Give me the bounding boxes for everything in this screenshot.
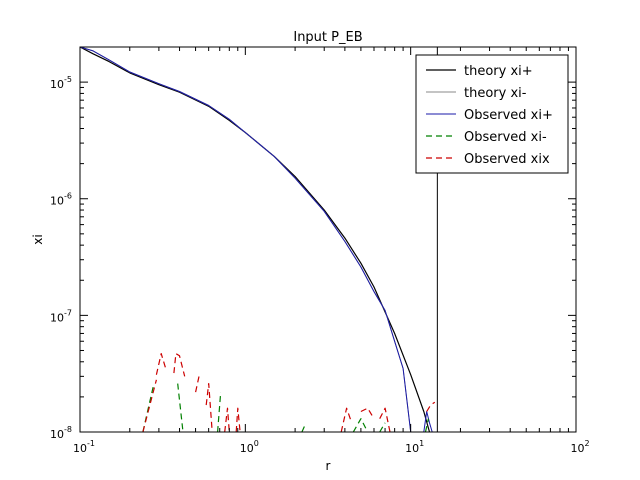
series-4-segment-6 xyxy=(235,407,241,432)
series-4-segment-0 xyxy=(142,379,157,432)
legend-entry-label: theory xi- xyxy=(464,86,527,101)
series-2-segment-0 xyxy=(80,47,412,432)
legend-entry-label: theory xi+ xyxy=(464,64,533,79)
series-3 xyxy=(142,383,429,432)
y-tick-label: 10-6 xyxy=(50,192,72,208)
x-tick-label: 101 xyxy=(405,439,424,455)
series-2-segment-1 xyxy=(423,411,433,432)
series-3-segment-3 xyxy=(301,424,306,432)
series-3-segment-5 xyxy=(379,422,386,432)
series-4-segment-1 xyxy=(155,353,167,375)
series-2 xyxy=(80,47,433,432)
x-tick-label: 100 xyxy=(240,439,259,455)
x-tick-label: 10-1 xyxy=(73,439,95,455)
x-tick-labels: 10-1 100 101 102 xyxy=(73,439,590,455)
series-4-segment-2 xyxy=(173,353,186,377)
series-3-segment-2 xyxy=(217,392,222,432)
series-3-segment-0 xyxy=(142,383,155,432)
chart-title: Input P_EB xyxy=(293,30,362,45)
series-3-segment-6 xyxy=(424,418,429,432)
series-4-segment-9 xyxy=(379,407,391,432)
legend: theory xi+ theory xi- Observed xi+ Observed… xyxy=(415,54,569,174)
series-layer xyxy=(80,47,436,432)
series-4-segment-3 xyxy=(195,372,201,393)
legend-entry-label: Observed xi- xyxy=(464,130,547,145)
series-4-segment-4 xyxy=(205,383,213,432)
ticks-layer xyxy=(79,46,577,433)
y-tick-labels: 10-8 10-7 10-6 10-5 xyxy=(50,75,72,441)
legend-entry-label: Observed xix xyxy=(464,152,550,167)
series-4 xyxy=(142,353,436,432)
y-tick-label: 10-8 xyxy=(50,425,72,441)
y-axis-label: xi xyxy=(31,234,45,244)
series-4-segment-5 xyxy=(224,407,230,432)
series-3-segment-1 xyxy=(177,383,184,432)
legend-entry-label: Observed xi+ xyxy=(464,108,553,123)
plot-frame xyxy=(79,46,577,433)
series-4-segment-7 xyxy=(340,407,353,432)
x-tick-label: 102 xyxy=(570,439,589,455)
series-3-segment-4 xyxy=(352,418,369,432)
y-tick-label: 10-5 xyxy=(50,75,72,91)
series-4-segment-10 xyxy=(426,401,436,412)
y-tick-label: 10-7 xyxy=(50,308,72,324)
series-4-segment-8 xyxy=(360,407,375,420)
x-axis-label: r xyxy=(326,459,331,473)
